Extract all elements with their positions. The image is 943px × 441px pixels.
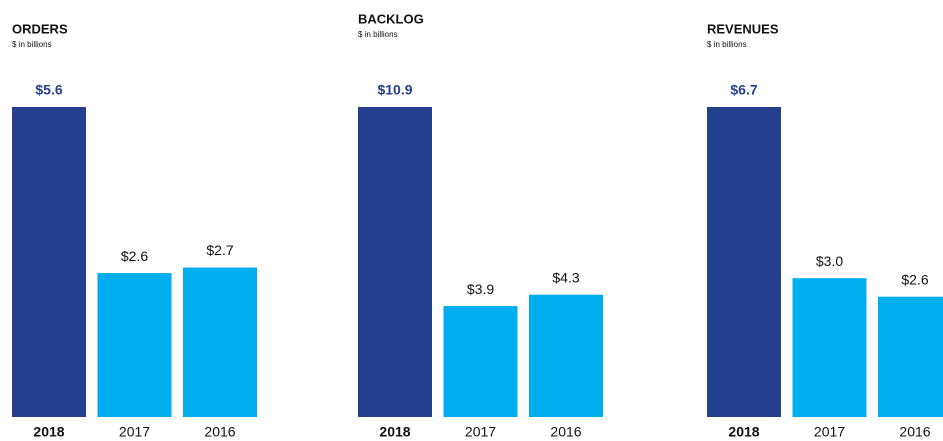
chart-subtitle: $ in billions xyxy=(358,30,398,39)
chart-subtitle: $ in billions xyxy=(12,40,52,49)
x-tick-label: 2017 xyxy=(814,424,845,440)
bar xyxy=(707,107,781,417)
value-label: $3.0 xyxy=(816,253,843,269)
x-tick-label: 2018 xyxy=(379,424,410,440)
value-label: $6.7 xyxy=(730,82,757,98)
bar xyxy=(529,294,603,417)
x-tick-label: 2018 xyxy=(33,424,64,440)
value-label: $5.6 xyxy=(35,82,62,98)
bar xyxy=(443,306,518,417)
chart-subtitle: $ in billions xyxy=(707,40,747,49)
bar xyxy=(183,267,257,417)
bar xyxy=(878,296,943,417)
x-tick-label: 2016 xyxy=(204,424,235,440)
x-tick-label: 2017 xyxy=(119,424,150,440)
bar xyxy=(792,278,867,417)
chart-title: REVENUES xyxy=(707,21,779,36)
value-label: $2.6 xyxy=(121,248,148,264)
value-label: $4.3 xyxy=(552,269,579,285)
x-tick-label: 2016 xyxy=(899,424,930,440)
bar xyxy=(358,107,432,417)
chart-title: ORDERS xyxy=(12,21,68,36)
value-label: $3.9 xyxy=(467,281,494,297)
x-tick-label: 2017 xyxy=(465,424,496,440)
bar xyxy=(12,107,86,417)
value-label: $2.7 xyxy=(206,242,233,258)
x-tick-label: 2016 xyxy=(550,424,581,440)
chart-title: BACKLOG xyxy=(358,11,424,26)
value-label: $2.6 xyxy=(901,271,928,287)
bar xyxy=(97,273,172,417)
value-label: $10.9 xyxy=(377,82,412,98)
x-tick-label: 2018 xyxy=(728,424,759,440)
